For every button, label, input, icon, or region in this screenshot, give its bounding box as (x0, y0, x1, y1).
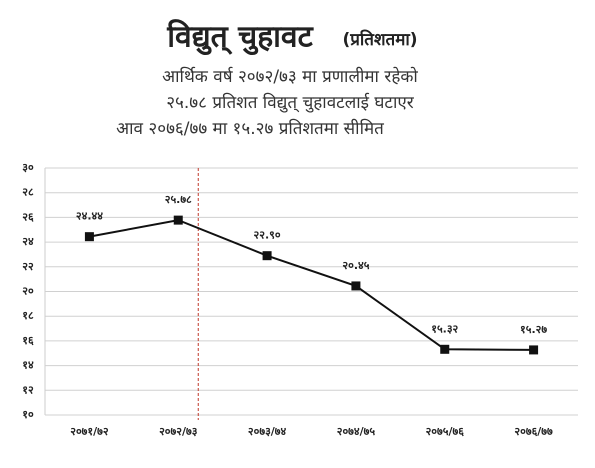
y-tick-label: २२ (22, 260, 34, 273)
x-tick-label: २०७४/७५ (337, 425, 376, 438)
marker (529, 345, 539, 355)
value-label: २२.९० (254, 229, 281, 242)
chart-title: विद्युत् चुहावट (166, 19, 314, 56)
value-label: २०.४५ (342, 259, 369, 272)
y-tick-label: १६ (22, 334, 34, 347)
y-tick-label: १८ (22, 309, 34, 322)
y-tick-label: २० (22, 285, 34, 298)
x-tick-label: २०७६/७७ (514, 425, 553, 438)
subtitle-line: आर्थिक वर्ष २०७२/७३ मा प्रणालीमा रहेको (162, 66, 418, 87)
x-tick-label: २०७३/७४ (248, 425, 287, 438)
y-tick-label: १४ (22, 359, 34, 372)
chart-title-note: (प्रतिशतमा) (342, 29, 417, 50)
y-tick-label: १२ (22, 383, 34, 396)
value-label: २४.४४ (76, 210, 103, 223)
y-tick-label: २६ (22, 210, 34, 223)
y-tick-label: १० (22, 408, 34, 421)
marker (173, 215, 183, 225)
subtitle-line: २५.७८ प्रतिशत विद्युत् चुहावटलाई घटाएर (166, 92, 415, 113)
value-label: १५.२७ (520, 323, 547, 336)
y-tick-label: २८ (22, 186, 34, 199)
marker (84, 232, 94, 242)
marker (262, 251, 272, 261)
y-tick-label: ३० (22, 161, 34, 174)
x-tick-label: २०७५/७६ (426, 425, 465, 438)
value-label: १५.३२ (431, 322, 458, 335)
value-label: २५.७८ (165, 193, 192, 206)
x-tick-label: २०७२/७३ (159, 425, 198, 438)
marker (351, 281, 361, 291)
y-tick-label: २४ (22, 235, 34, 248)
marker (440, 344, 450, 354)
subtitle-line: आव २०७६/७७ मा १५.२७ प्रतिशतमा सीमित (116, 118, 384, 139)
line (89, 219, 534, 351)
x-tick-label: २०७१/७२ (70, 425, 109, 438)
